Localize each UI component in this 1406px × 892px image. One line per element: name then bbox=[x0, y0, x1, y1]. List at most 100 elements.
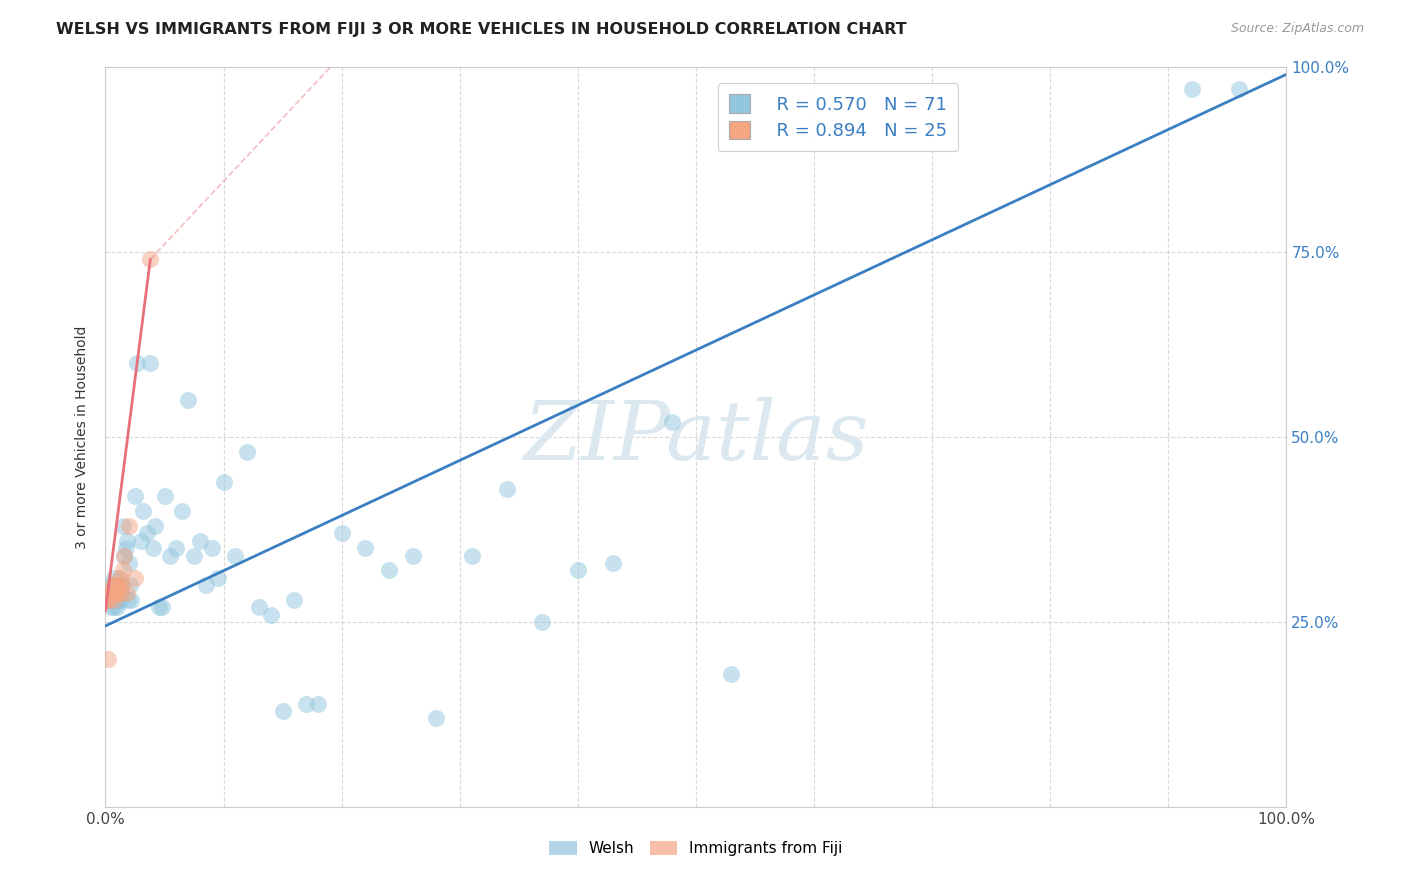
Point bbox=[103, 600, 125, 615]
Point bbox=[114, 541, 136, 555]
Point bbox=[120, 593, 142, 607]
Point bbox=[283, 593, 305, 607]
Point bbox=[139, 356, 162, 370]
Point bbox=[236, 445, 259, 459]
Point bbox=[661, 415, 683, 429]
Point bbox=[124, 489, 146, 503]
Point bbox=[100, 585, 122, 599]
Point bbox=[132, 504, 155, 518]
Point bbox=[103, 571, 125, 585]
Point bbox=[98, 593, 121, 607]
Point bbox=[107, 578, 129, 592]
Point bbox=[183, 549, 205, 563]
Point bbox=[112, 549, 135, 563]
Point bbox=[105, 578, 128, 592]
Point bbox=[531, 615, 554, 630]
Point bbox=[101, 578, 124, 592]
Y-axis label: 3 or more Vehicles in Household: 3 or more Vehicles in Household bbox=[76, 326, 90, 549]
Point bbox=[142, 541, 165, 555]
Point bbox=[105, 600, 128, 615]
Point bbox=[112, 519, 135, 533]
Point bbox=[118, 556, 141, 570]
Point bbox=[247, 600, 270, 615]
Point bbox=[105, 585, 128, 599]
Point bbox=[98, 585, 121, 599]
Point bbox=[96, 593, 118, 607]
Point bbox=[1181, 82, 1204, 96]
Point bbox=[567, 563, 589, 577]
Point bbox=[97, 593, 120, 607]
Point bbox=[107, 593, 129, 607]
Point bbox=[354, 541, 377, 555]
Point bbox=[98, 578, 121, 592]
Point bbox=[188, 533, 211, 548]
Text: Source: ZipAtlas.com: Source: ZipAtlas.com bbox=[1230, 22, 1364, 36]
Point bbox=[150, 600, 173, 615]
Point bbox=[98, 585, 121, 599]
Legend: Welsh, Immigrants from Fiji: Welsh, Immigrants from Fiji bbox=[543, 835, 849, 863]
Point bbox=[295, 697, 318, 711]
Point bbox=[97, 652, 120, 666]
Point bbox=[177, 392, 200, 407]
Point bbox=[129, 533, 152, 548]
Point bbox=[201, 541, 224, 555]
Point bbox=[108, 585, 131, 599]
Point bbox=[401, 549, 423, 563]
Point bbox=[112, 563, 135, 577]
Point bbox=[117, 593, 139, 607]
Point bbox=[105, 593, 128, 607]
Text: WELSH VS IMMIGRANTS FROM FIJI 3 OR MORE VEHICLES IN HOUSEHOLD CORRELATION CHART: WELSH VS IMMIGRANTS FROM FIJI 3 OR MORE … bbox=[56, 22, 907, 37]
Point bbox=[148, 600, 170, 615]
Point bbox=[118, 519, 141, 533]
Point bbox=[105, 578, 128, 592]
Point bbox=[103, 585, 125, 599]
Point bbox=[172, 504, 194, 518]
Point bbox=[460, 549, 482, 563]
Point bbox=[425, 711, 447, 725]
Point bbox=[111, 578, 134, 592]
Point bbox=[112, 549, 135, 563]
Point bbox=[1227, 82, 1250, 96]
Point bbox=[194, 578, 217, 592]
Point bbox=[104, 585, 127, 599]
Point bbox=[111, 578, 134, 592]
Point bbox=[108, 571, 131, 585]
Point bbox=[110, 585, 132, 599]
Point bbox=[496, 482, 519, 496]
Point bbox=[100, 585, 122, 599]
Point bbox=[104, 578, 127, 592]
Point bbox=[165, 541, 187, 555]
Point bbox=[378, 563, 401, 577]
Point bbox=[139, 252, 162, 267]
Point bbox=[110, 593, 132, 607]
Point bbox=[127, 356, 149, 370]
Point bbox=[107, 578, 129, 592]
Point bbox=[143, 519, 166, 533]
Point bbox=[159, 549, 181, 563]
Point bbox=[104, 593, 127, 607]
Text: ZIPatlas: ZIPatlas bbox=[523, 397, 869, 477]
Point bbox=[212, 475, 235, 489]
Point bbox=[115, 585, 138, 599]
Point bbox=[307, 697, 329, 711]
Point bbox=[104, 585, 127, 599]
Point bbox=[224, 549, 246, 563]
Point bbox=[105, 585, 128, 599]
Point bbox=[120, 578, 142, 592]
Point bbox=[153, 489, 176, 503]
Point bbox=[105, 585, 128, 599]
Point bbox=[124, 571, 146, 585]
Point bbox=[101, 593, 124, 607]
Point bbox=[271, 704, 294, 718]
Point bbox=[115, 533, 138, 548]
Point bbox=[105, 578, 128, 592]
Point bbox=[103, 593, 125, 607]
Point bbox=[720, 667, 742, 681]
Point bbox=[100, 600, 122, 615]
Point bbox=[602, 556, 624, 570]
Point bbox=[260, 607, 283, 622]
Point bbox=[101, 578, 124, 592]
Point bbox=[108, 571, 131, 585]
Point bbox=[207, 571, 229, 585]
Point bbox=[135, 526, 157, 541]
